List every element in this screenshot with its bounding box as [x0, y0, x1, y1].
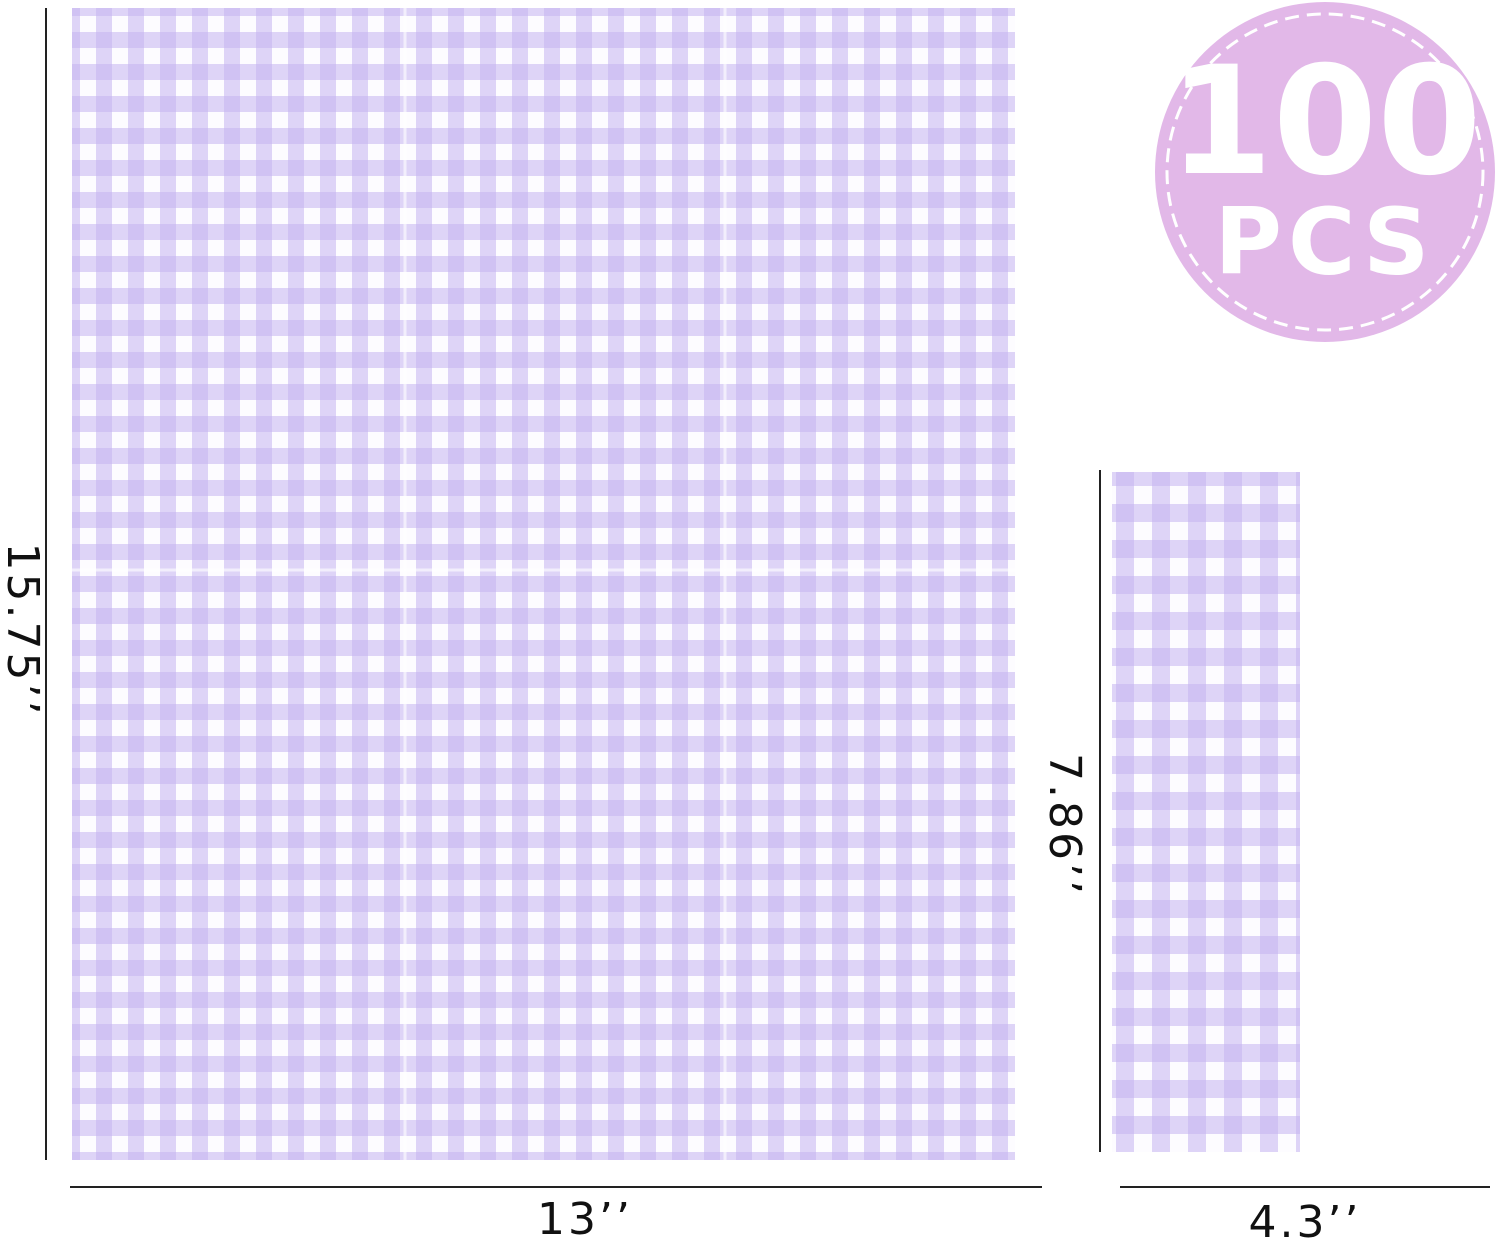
- height-label: 15.75’’: [0, 543, 48, 718]
- small-napkin: [1112, 472, 1300, 1152]
- width-label: 13’’: [537, 1194, 633, 1245]
- count-badge: 100 PCS: [1155, 2, 1495, 342]
- width-label: 4.3’’: [1249, 1197, 1362, 1248]
- badge-unit: PCS: [1215, 188, 1436, 295]
- height-label: 7.86’’: [1039, 753, 1090, 897]
- large-napkin: [72, 8, 1015, 1160]
- badge-count: 100: [1168, 35, 1481, 209]
